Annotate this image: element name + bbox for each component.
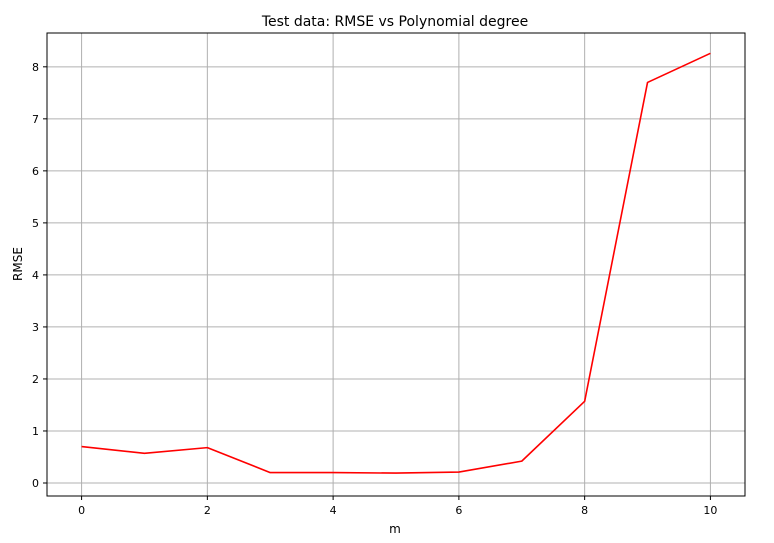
y-tick-label: 3: [32, 321, 39, 334]
y-tick-label: 8: [32, 61, 39, 74]
y-axis-label: RMSE: [11, 247, 25, 281]
series-layer: [82, 53, 711, 473]
y-tick-label: 4: [32, 269, 39, 282]
y-tick-label: 2: [32, 373, 39, 386]
x-axis-label: m: [389, 522, 401, 536]
x-tick-label: 0: [78, 504, 85, 517]
x-tick-label: 6: [455, 504, 462, 517]
y-tick-label: 6: [32, 165, 39, 178]
x-tick-label: 4: [330, 504, 337, 517]
grid: [47, 33, 745, 496]
x-axis: 0 2 4 6 8 10: [78, 496, 717, 517]
x-tick-label: 10: [703, 504, 717, 517]
y-tick-label: 0: [32, 477, 39, 490]
x-tick-label: 2: [204, 504, 211, 517]
y-tick-label: 1: [32, 425, 39, 438]
y-axis: 0 1 2 3 4 5 6 7 8: [32, 61, 47, 490]
plot-frame: [47, 33, 745, 496]
y-tick-label: 7: [32, 113, 39, 126]
chart-title: Test data: RMSE vs Polynomial degree: [261, 14, 528, 30]
y-tick-label: 5: [32, 217, 39, 230]
rmse-series-line: [82, 53, 711, 473]
x-tick-label: 8: [581, 504, 588, 517]
